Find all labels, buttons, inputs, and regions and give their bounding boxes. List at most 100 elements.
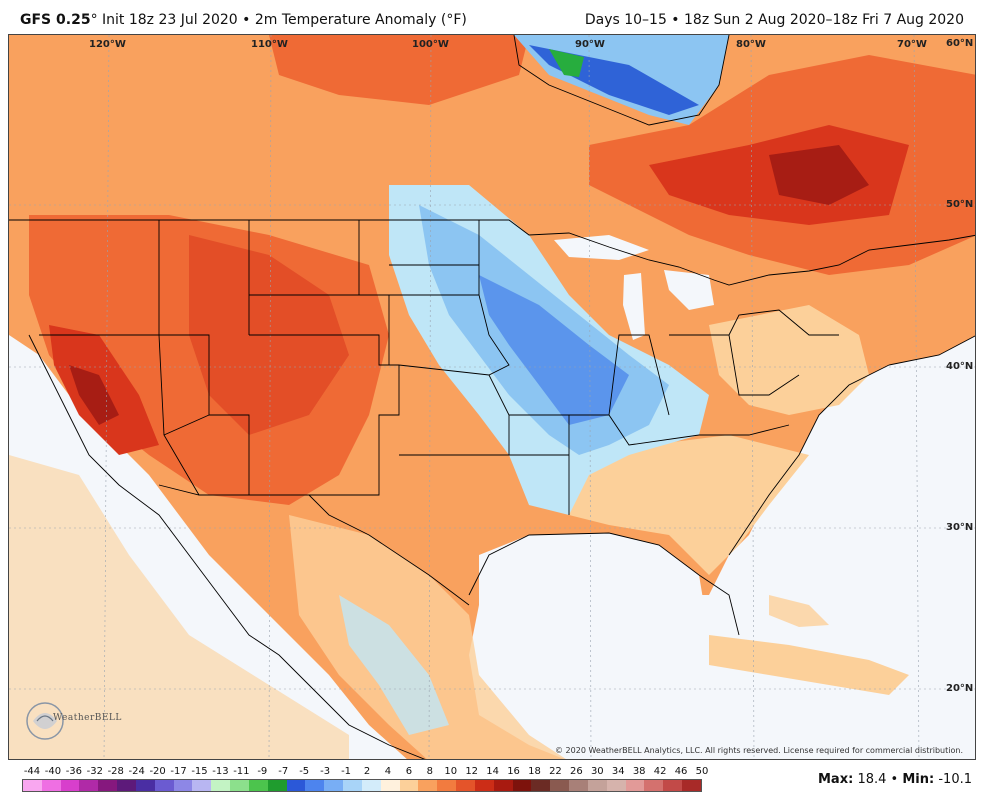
legend-label: 46 — [674, 766, 688, 777]
legend-swatch — [79, 780, 99, 791]
legend-swatch — [41, 780, 61, 791]
legend-label: -20 — [149, 766, 166, 777]
legend-label: -44 — [23, 766, 41, 777]
atlantic-coastline — [728, 335, 975, 556]
us-state-borders — [39, 220, 839, 515]
pacific-coastline — [28, 334, 426, 759]
legend-label: 22 — [549, 766, 562, 777]
meridian-line — [103, 35, 110, 759]
longitude-label: 90°W — [575, 39, 605, 50]
hudson-bay-coastline — [513, 35, 730, 126]
legend-label: 26 — [570, 766, 583, 777]
legend-label: -13 — [212, 766, 229, 777]
meridian-line — [750, 35, 755, 759]
us-canada-border — [9, 219, 975, 286]
anomaly-map: 120°W 110°W 100°W 90°W 80°W 70°W 60°N 50… — [8, 34, 976, 760]
legend-swatch — [173, 780, 193, 791]
min-value: -10.1 — [938, 772, 972, 787]
legend-swatch — [531, 780, 551, 791]
legend-swatch — [324, 780, 344, 791]
copyright-notice: © 2020 WeatherBELL Analytics, LLC. All r… — [555, 746, 963, 755]
legend-label: -11 — [233, 766, 250, 777]
pacific-anomaly-band — [9, 455, 349, 759]
legend-label: 2 — [363, 766, 371, 777]
longitude-label: 100°W — [412, 39, 449, 50]
logo-text: WeatherBELL — [53, 713, 122, 723]
legend-swatch — [569, 780, 588, 791]
mexico-cool-patch — [339, 595, 449, 735]
legend-label: -7 — [278, 766, 289, 777]
lake-huron — [664, 270, 714, 310]
legend-label: -3 — [320, 766, 331, 777]
legend-label: -32 — [86, 766, 103, 777]
legend-label: 6 — [405, 766, 413, 777]
legend-swatch — [474, 780, 494, 791]
lake-michigan — [623, 273, 645, 340]
logo-swirl-icon — [26, 702, 64, 740]
valid-period: Days 10–15 • 18z Sun 2 Aug 2020–18z Fri … — [584, 12, 964, 28]
us-mexico-border — [158, 484, 470, 606]
legend-swatch — [23, 780, 42, 791]
longitude-label: 110°W — [251, 39, 288, 50]
lake-superior — [554, 235, 649, 260]
legend-label: 10 — [444, 766, 458, 777]
legend-label: -1 — [341, 766, 352, 777]
legend-swatch — [60, 780, 80, 791]
latitude-label: 50°N — [946, 199, 974, 210]
latitude-label: 60°N — [946, 38, 974, 49]
political-borders — [9, 35, 975, 759]
legend-label: 12 — [465, 766, 479, 777]
meridian-line — [268, 35, 272, 759]
color-scale-legend: -44 -40 -36 -32 -28 -24 -20 -17 -15 -13 -11 -9 -7 -5-… — [22, 766, 708, 794]
meridian-line — [913, 35, 920, 759]
legend-label: -36 — [65, 766, 83, 777]
meridian-line — [588, 35, 592, 759]
southeast-mild-anomaly — [569, 435, 809, 575]
map-header: GFS 0.25° Init 18z 23 Jul 2020 • 2m Temp… — [0, 0, 984, 34]
latitude-label: 40°N — [946, 361, 974, 372]
legend-label: 18 — [528, 766, 541, 777]
legend-swatch — [606, 780, 626, 791]
legend-swatch — [248, 780, 268, 791]
northeast-mild-anomaly — [709, 305, 869, 415]
legend-swatch — [135, 780, 155, 791]
gulf-of-mexico — [479, 533, 709, 665]
init-time: Init 18z 23 Jul 2020 — [102, 12, 238, 28]
legend-label: -24 — [128, 766, 145, 777]
legend-label: 14 — [486, 766, 499, 777]
legend-label: 50 — [695, 766, 709, 777]
max-label: Max — [818, 772, 849, 787]
legend-swatch — [380, 780, 400, 791]
legend-swatch — [117, 780, 136, 791]
latitude-label: 30°N — [946, 522, 974, 533]
product-name: 2m Temperature Anomaly (°F) — [254, 12, 467, 28]
max-min-stats: Max: 18.4 • Min: -10.1 — [818, 772, 972, 787]
legend-label: -17 — [170, 766, 187, 777]
legend-label: -5 — [299, 766, 310, 777]
hudson-bay-green-patch — [549, 49, 584, 77]
legend-label: 30 — [590, 766, 604, 777]
legend-swatch — [230, 780, 249, 791]
legend-label: 34 — [611, 766, 625, 777]
longitude-label: 70°W — [897, 39, 927, 50]
iowa-illinois-strong-cool — [479, 275, 629, 425]
legend-swatch — [587, 780, 607, 791]
longitude-label: 80°W — [736, 39, 766, 50]
legend-swatch — [305, 780, 325, 791]
legend-label: -40 — [44, 766, 62, 777]
latitude-label: 20°N — [946, 683, 974, 694]
cuba-hispaniola-anomaly — [709, 635, 909, 695]
weatherbell-logo: WeatherBELL — [23, 697, 122, 745]
title-separator: • — [242, 12, 251, 28]
legend-swatch — [286, 780, 306, 791]
legend-swatch — [418, 780, 438, 791]
bahamas-anomaly — [769, 595, 829, 627]
model-name: GFS 0.25 — [20, 12, 91, 28]
legend-swatch — [437, 780, 457, 791]
legend-swatch — [512, 780, 532, 791]
legend-label: 38 — [632, 766, 646, 777]
legend-swatch — [663, 780, 682, 791]
legend-swatch — [192, 780, 212, 791]
legend-label: -15 — [191, 766, 208, 777]
legend-swatch — [211, 780, 231, 791]
